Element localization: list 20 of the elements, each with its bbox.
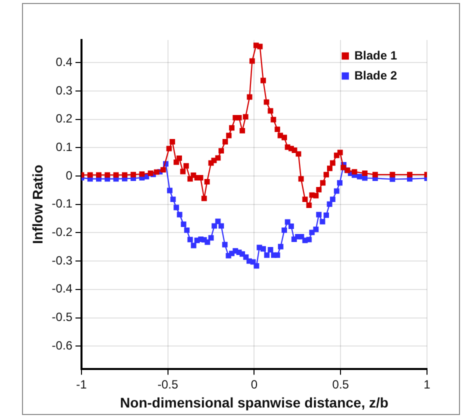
x-tick-label: -0.5 — [158, 377, 179, 392]
x-tick-label: -1 — [76, 377, 88, 392]
y-tick-label: -0.1 — [52, 196, 73, 211]
x-tick-label: 1 — [424, 377, 431, 392]
y-tick-label: -0.5 — [52, 310, 73, 324]
x-tick-label: 0.5 — [332, 377, 350, 392]
y-tick-label: -0.2 — [52, 225, 73, 240]
y-tick-label: 0.1 — [56, 140, 73, 154]
x-axis-title: Non-dimensional spanwise distance, z/b — [120, 394, 388, 410]
x-tick-label: 0 — [250, 377, 258, 392]
y-tick-label: 0.4 — [56, 54, 73, 69]
y-tick-label: -0.4 — [52, 282, 73, 296]
legend-label: Blade 2 — [354, 68, 398, 82]
y-tick-label: 0.3 — [56, 83, 73, 98]
y-tick-label: 0 — [66, 168, 73, 182]
y-tick-label: 0.2 — [56, 112, 73, 126]
y-axis-title: Inflow Ratio — [29, 164, 46, 244]
legend-label: Blade 1 — [354, 48, 398, 62]
y-tick-label: -0.3 — [52, 253, 73, 268]
y-tick-label: -0.6 — [52, 338, 73, 352]
